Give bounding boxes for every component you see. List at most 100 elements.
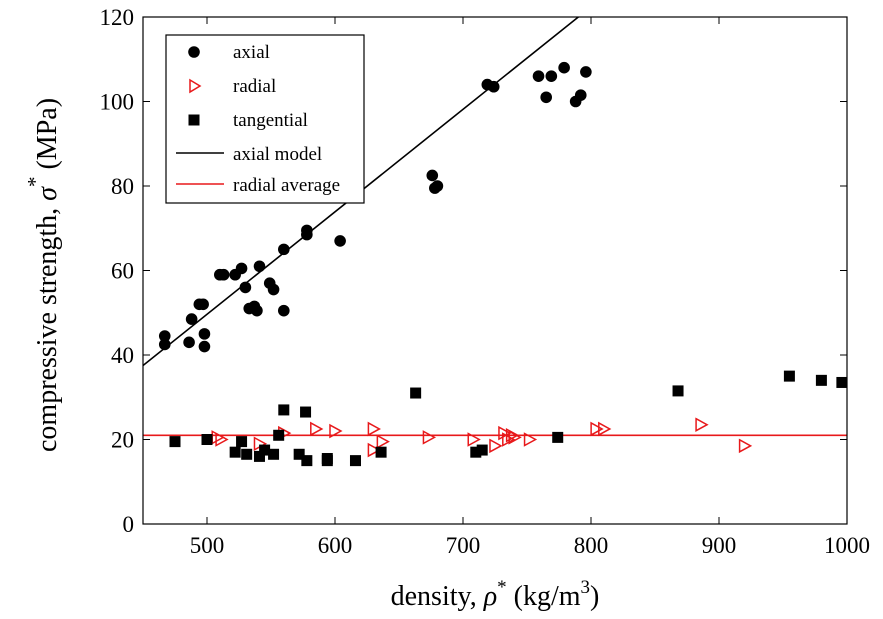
- axial-point: [267, 283, 280, 296]
- tangential-point: [476, 444, 488, 456]
- axial-point: [545, 70, 558, 82]
- radial-point: [310, 421, 324, 437]
- legend-radial-label: radial: [233, 76, 276, 97]
- axial-point: [198, 328, 211, 340]
- plot-data-layer: [143, 17, 847, 467]
- radial-point: [422, 430, 437, 445]
- tangential-point: [349, 455, 361, 467]
- axial-point: [301, 224, 313, 237]
- x-tick-label: 900: [702, 533, 737, 558]
- y-tick-label: 100: [100, 90, 135, 115]
- y-tick-label: 20: [111, 428, 134, 453]
- tangential-point: [201, 434, 213, 445]
- axial-point: [278, 304, 290, 317]
- tangential-point: [293, 448, 305, 460]
- radial-point: [498, 425, 512, 441]
- axial-point: [278, 243, 290, 256]
- y-tick-label: 40: [111, 343, 134, 368]
- axial-point: [487, 80, 500, 93]
- axial-point: [198, 340, 211, 353]
- x-tick-label: 1000: [824, 533, 870, 558]
- x-axis-label-unit: (kg/m: [507, 581, 581, 612]
- y-axis-label-symbol: σ: [32, 186, 63, 201]
- y-tick-label: 80: [111, 174, 134, 199]
- tangential-point: [229, 446, 241, 458]
- axial-point: [158, 330, 171, 342]
- radial-point: [467, 432, 481, 447]
- tangential-point: [321, 453, 333, 465]
- tangential-point: [815, 374, 827, 386]
- radial-point: [523, 432, 538, 447]
- x-tick-label: 700: [446, 533, 481, 558]
- axis-ticks: [143, 16, 848, 525]
- y-tick-label: 60: [111, 259, 134, 284]
- axial-point: [426, 169, 439, 182]
- y-tick-label: 120: [100, 5, 135, 30]
- radial-point: [508, 430, 522, 445]
- x-tick-label: 600: [318, 533, 353, 558]
- radial-point: [590, 421, 604, 437]
- tangential-point: [169, 436, 181, 448]
- tangential-point: [410, 387, 422, 399]
- axial-point: [580, 66, 592, 78]
- radial-point: [598, 421, 612, 437]
- axial-point: [558, 61, 570, 74]
- legend-axial-label: axial: [233, 42, 270, 63]
- x-tick-label: 500: [190, 533, 225, 558]
- tangential-point: [300, 406, 312, 418]
- tangential-point: [552, 431, 564, 443]
- tangential-point: [375, 446, 387, 458]
- axial-point: [540, 91, 552, 104]
- radial-point: [489, 438, 503, 454]
- legend: axial radial tangential axial model radi…: [165, 34, 365, 204]
- x-axis-label: density, ρ* (kg/m3): [391, 577, 600, 612]
- axial-point: [197, 298, 209, 311]
- legend-axial-marker: [188, 46, 200, 58]
- y-tick-label: 0: [123, 512, 135, 537]
- axial-point: [253, 260, 266, 273]
- x-tick-label: 800: [574, 533, 609, 558]
- radial-point: [695, 417, 709, 432]
- axial-point: [574, 89, 587, 101]
- radial-point: [329, 423, 343, 439]
- x-axis-label-sup: *: [497, 577, 507, 598]
- tangential-point: [268, 448, 280, 460]
- tangential-point: [470, 446, 482, 458]
- tangential-point: [273, 429, 285, 441]
- tangential-point: [836, 376, 847, 388]
- radial-point: [738, 438, 753, 454]
- radial-point: [376, 434, 390, 449]
- legend-tangential-label: tangential: [233, 110, 308, 131]
- x-axis-label-symbol: ρ: [483, 581, 497, 612]
- y-axis-label-text: compressive strength,: [32, 201, 63, 452]
- y-axis-label: compressive strength, σ* (MPa): [23, 98, 63, 452]
- axial-point: [532, 70, 545, 82]
- y-axis-label-unit: (MPa): [32, 98, 63, 177]
- axial-point: [183, 336, 195, 349]
- axial-model-line: [143, 17, 580, 367]
- tangential-point: [783, 370, 795, 382]
- legend-tangential-marker: [188, 114, 200, 126]
- radial-point: [211, 430, 225, 445]
- x-axis-label-unit-end: ): [590, 581, 599, 612]
- tangential-point: [259, 444, 271, 456]
- x-axis-label-unit-sup: 3: [581, 577, 591, 598]
- axial-point: [251, 304, 263, 317]
- legend-radial-marker: [189, 78, 202, 94]
- axial-point: [431, 180, 444, 192]
- radial-point: [367, 421, 381, 437]
- axial-point: [235, 262, 248, 275]
- y-axis-label-sup: *: [23, 177, 47, 188]
- radial-point: [502, 432, 516, 447]
- axial-point: [334, 235, 346, 247]
- tangential-point: [672, 385, 684, 397]
- tick-labels: 500 600 700 800 900 1000 0 20 40 60 80 100 120: [100, 5, 871, 558]
- axial-point: [158, 338, 171, 351]
- tangential-point: [253, 450, 265, 462]
- tangential-point: [241, 448, 253, 460]
- tangential-point: [236, 436, 248, 448]
- radial-point: [215, 432, 229, 447]
- axial-point: [185, 313, 198, 325]
- x-axis-label-text: density,: [391, 581, 484, 612]
